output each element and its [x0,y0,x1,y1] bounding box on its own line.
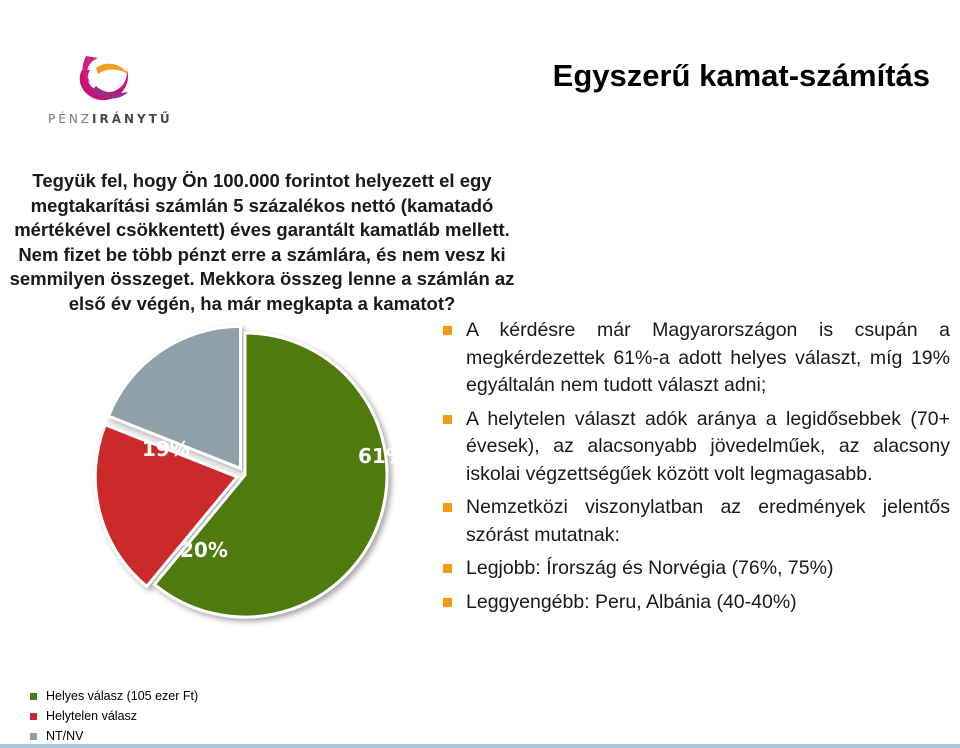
bullet-item: A helytelen választ adók aránya a legidő… [440,406,950,489]
question-text: Tegyük fel, hogy Ön 100.000 forintot hel… [9,170,515,314]
bullet-square-icon [443,597,452,607]
pie-slice [93,422,240,589]
bullet-square-icon [443,326,452,335]
penziranytu-logo [40,42,200,137]
bullet-square-icon [443,503,452,512]
legend-item: Helyes válasz (105 ezer Ft) [30,686,198,706]
pie-data-label: 20% [180,538,228,562]
pie-slice [152,331,389,619]
slide-title: Egyszerű kamat-számítás [552,58,930,93]
bullet-item: A kérdésre már Magyarországon is csupán … [440,317,950,400]
bullet-square-icon [443,414,452,424]
legend-swatch [30,712,37,720]
pie-data-label: 61% [358,444,406,468]
bullet-item: Leggyengébb: Peru, Albánia (40-40%) [440,589,950,617]
bullet-square-icon [443,564,452,573]
pie-data-label: 19% [142,437,190,461]
pie-chart: 61% 20% 19% [93,324,406,619]
logo-symbol [79,56,128,101]
bullet-item: Nemzetközi viszonylatban az eredmények j… [440,494,950,549]
chart-legend: Helyes válasz (105 ezer Ft) Helytelen vá… [30,686,198,746]
logo-text: PÉNZIRÁNYTŰ [48,112,173,126]
legend-item: NT/NV [30,726,198,746]
pie-slice [106,324,243,471]
footer-divider [0,744,960,748]
legend-swatch [30,732,37,740]
bullet-item: Legjobb: Írország és Norvégia (76%, 75%) [440,555,950,583]
legend-item: Helytelen válasz [30,706,198,726]
bullet-list: A kérdésre már Magyarországon is csupán … [440,317,950,622]
legend-swatch [30,692,37,700]
